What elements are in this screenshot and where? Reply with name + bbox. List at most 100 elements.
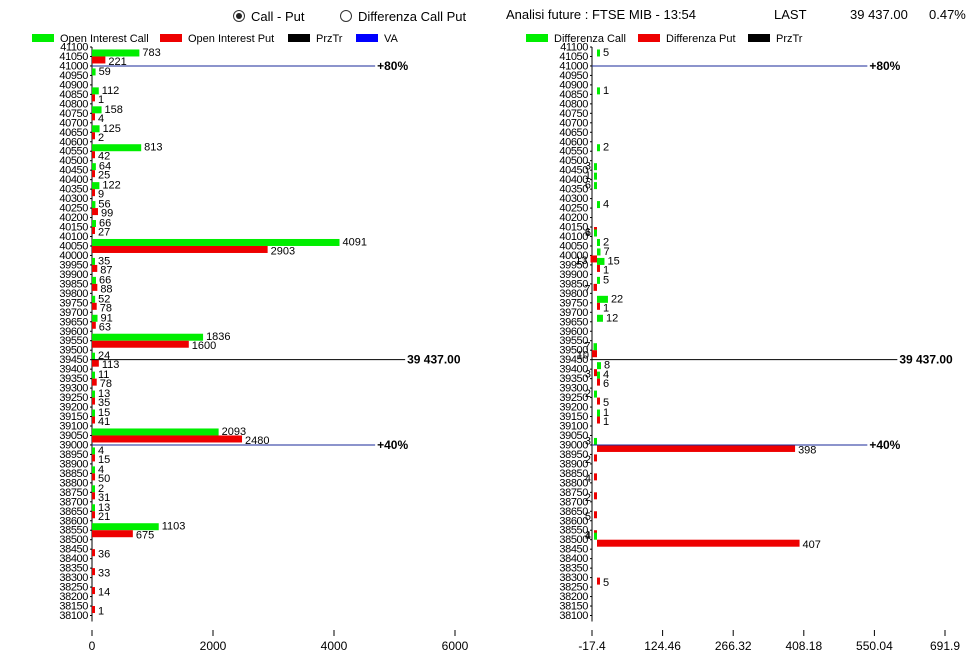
oi-call-label: 813 xyxy=(144,142,162,154)
oi-put-label: 78 xyxy=(100,378,112,390)
oi-y-tick-label: 40200 xyxy=(59,212,88,224)
oi-call-bar xyxy=(92,314,98,322)
oi-put-bar xyxy=(92,208,98,216)
diff-y-tick-label: 38900 xyxy=(559,458,588,470)
diff-x-tick-label: 691.9 xyxy=(930,639,960,653)
oi-call-label: 13 xyxy=(98,388,110,400)
oi-put-label: 88 xyxy=(100,283,112,295)
oi-y-tick-label: 39600 xyxy=(59,326,88,338)
oi-y-tick-label: 40100 xyxy=(59,231,88,243)
oi-y-tick-label: 39000 xyxy=(59,439,88,451)
diff-y-tick-label: 38750 xyxy=(559,487,588,499)
diff-y-tick-label: 41000 xyxy=(559,60,588,72)
diff-y-tick-label: 39150 xyxy=(559,411,588,423)
diff-y-tick-label: 38350 xyxy=(559,563,588,575)
diff-call-label: 6 xyxy=(585,227,591,239)
oi-put-bar xyxy=(92,264,98,272)
diff-x-tick-label: 124.46 xyxy=(644,639,681,653)
oi-call-label: 59 xyxy=(99,66,111,78)
oi-y-tick-label: 40500 xyxy=(59,155,88,167)
diff-put-bar xyxy=(594,454,597,462)
diff-y-tick-label: 38450 xyxy=(559,544,588,556)
oi-y-tick-label: 39400 xyxy=(59,364,88,376)
diff-y-tick-label: 40650 xyxy=(559,127,588,139)
oi-y-tick-label: 39100 xyxy=(59,421,88,433)
oi-put-label: 87 xyxy=(100,264,112,276)
oi-y-tick-label: 38100 xyxy=(59,610,88,622)
diff-y-tick-label: 40700 xyxy=(559,117,588,129)
diff-y-tick-label: 39950 xyxy=(559,259,588,271)
diff-y-tick-label: 38800 xyxy=(559,477,588,489)
oi-call-bar xyxy=(92,182,100,190)
diff-put-label: 1 xyxy=(585,530,591,542)
diff-y-tick-label: 41050 xyxy=(559,51,588,63)
oi-y-tick-label: 39800 xyxy=(59,288,88,300)
oi-y-tick-label: 39250 xyxy=(59,392,88,404)
diff-put-label: 1 xyxy=(603,264,609,276)
oi-ref-line-label: +40% xyxy=(377,438,408,452)
diff-call-bar xyxy=(597,295,608,303)
diff-call-bar xyxy=(597,248,601,256)
oi-call-label: 1836 xyxy=(206,331,230,343)
oi-put-label: 2 xyxy=(98,132,104,144)
diff-y-tick-label: 40600 xyxy=(559,136,588,148)
diff-put-bar xyxy=(597,264,600,272)
oi-y-tick-label: 40750 xyxy=(59,108,88,120)
diff-put-bar xyxy=(594,473,597,481)
oi-call-label: 125 xyxy=(103,123,121,135)
diff-call-label: 12 xyxy=(606,312,618,324)
last-value: 39 437.00 xyxy=(850,7,908,22)
oi-call-bar xyxy=(92,49,140,57)
radio-call-put[interactable]: Call - Put xyxy=(233,8,304,24)
radio-unselected-icon[interactable] xyxy=(340,10,352,22)
oi-put-label: 21 xyxy=(98,511,110,523)
oi-y-tick-label: 38950 xyxy=(59,449,88,461)
oi-y-tick-label: 39150 xyxy=(59,411,88,423)
diff-put-label: 6 xyxy=(603,378,609,390)
oi-call-bar xyxy=(92,390,95,398)
diff-put-label: 407 xyxy=(803,539,821,551)
diff-legend-swatch xyxy=(748,34,770,42)
oi-call-bar xyxy=(92,295,96,303)
oi-put-label: 41 xyxy=(98,416,110,428)
oi-y-tick-label: 38200 xyxy=(59,591,88,603)
diff-y-tick-label: 39650 xyxy=(559,316,588,328)
radio-differenza[interactable]: Differenza Call Put xyxy=(340,8,466,24)
oi-call-bar xyxy=(92,163,96,171)
oi-put-label: 1 xyxy=(98,94,104,106)
diff-put-label: 398 xyxy=(798,444,816,456)
diff-call-label: 8 xyxy=(604,360,610,372)
diff-y-tick-label: 38300 xyxy=(559,572,588,584)
radio-selected-icon[interactable] xyxy=(233,10,245,22)
oi-call-label: 13 xyxy=(98,502,110,514)
diff-y-tick-label: 38600 xyxy=(559,515,588,527)
oi-call-bar xyxy=(92,447,95,455)
oi-y-tick-label: 38700 xyxy=(59,496,88,508)
oi-put-label: 9 xyxy=(98,189,104,201)
oi-call-label: 4 xyxy=(98,464,104,476)
oi-call-label: 66 xyxy=(99,218,111,230)
oi-call-label: 112 xyxy=(102,85,120,97)
oi-call-bar xyxy=(92,428,219,436)
diff-call-label: 4 xyxy=(585,530,591,542)
oi-put-bar xyxy=(92,94,95,102)
oi-put-bar xyxy=(92,416,95,424)
diff-call-bar xyxy=(593,343,597,351)
diff-put-bar xyxy=(594,369,597,377)
diff-y-tick-label: 38150 xyxy=(559,601,588,613)
oi-y-tick-label: 39550 xyxy=(59,335,88,347)
diff-call-label: 6 xyxy=(585,180,591,192)
diff-call-bar xyxy=(597,314,603,322)
oi-y-tick-label: 38650 xyxy=(59,506,88,518)
oi-put-bar xyxy=(92,587,95,595)
diff-call-label: 4 xyxy=(603,199,609,211)
oi-call-label: 56 xyxy=(98,199,110,211)
radio-call-put-label: Call - Put xyxy=(251,8,305,24)
oi-y-tick-label: 40900 xyxy=(59,79,88,91)
oi-legend-label: PrzTr xyxy=(316,33,343,45)
diff-put-bar xyxy=(597,397,600,405)
oi-put-bar xyxy=(92,511,95,519)
diff-ref-line-label: +80% xyxy=(869,59,900,73)
oi-y-tick-label: 40550 xyxy=(59,146,88,158)
